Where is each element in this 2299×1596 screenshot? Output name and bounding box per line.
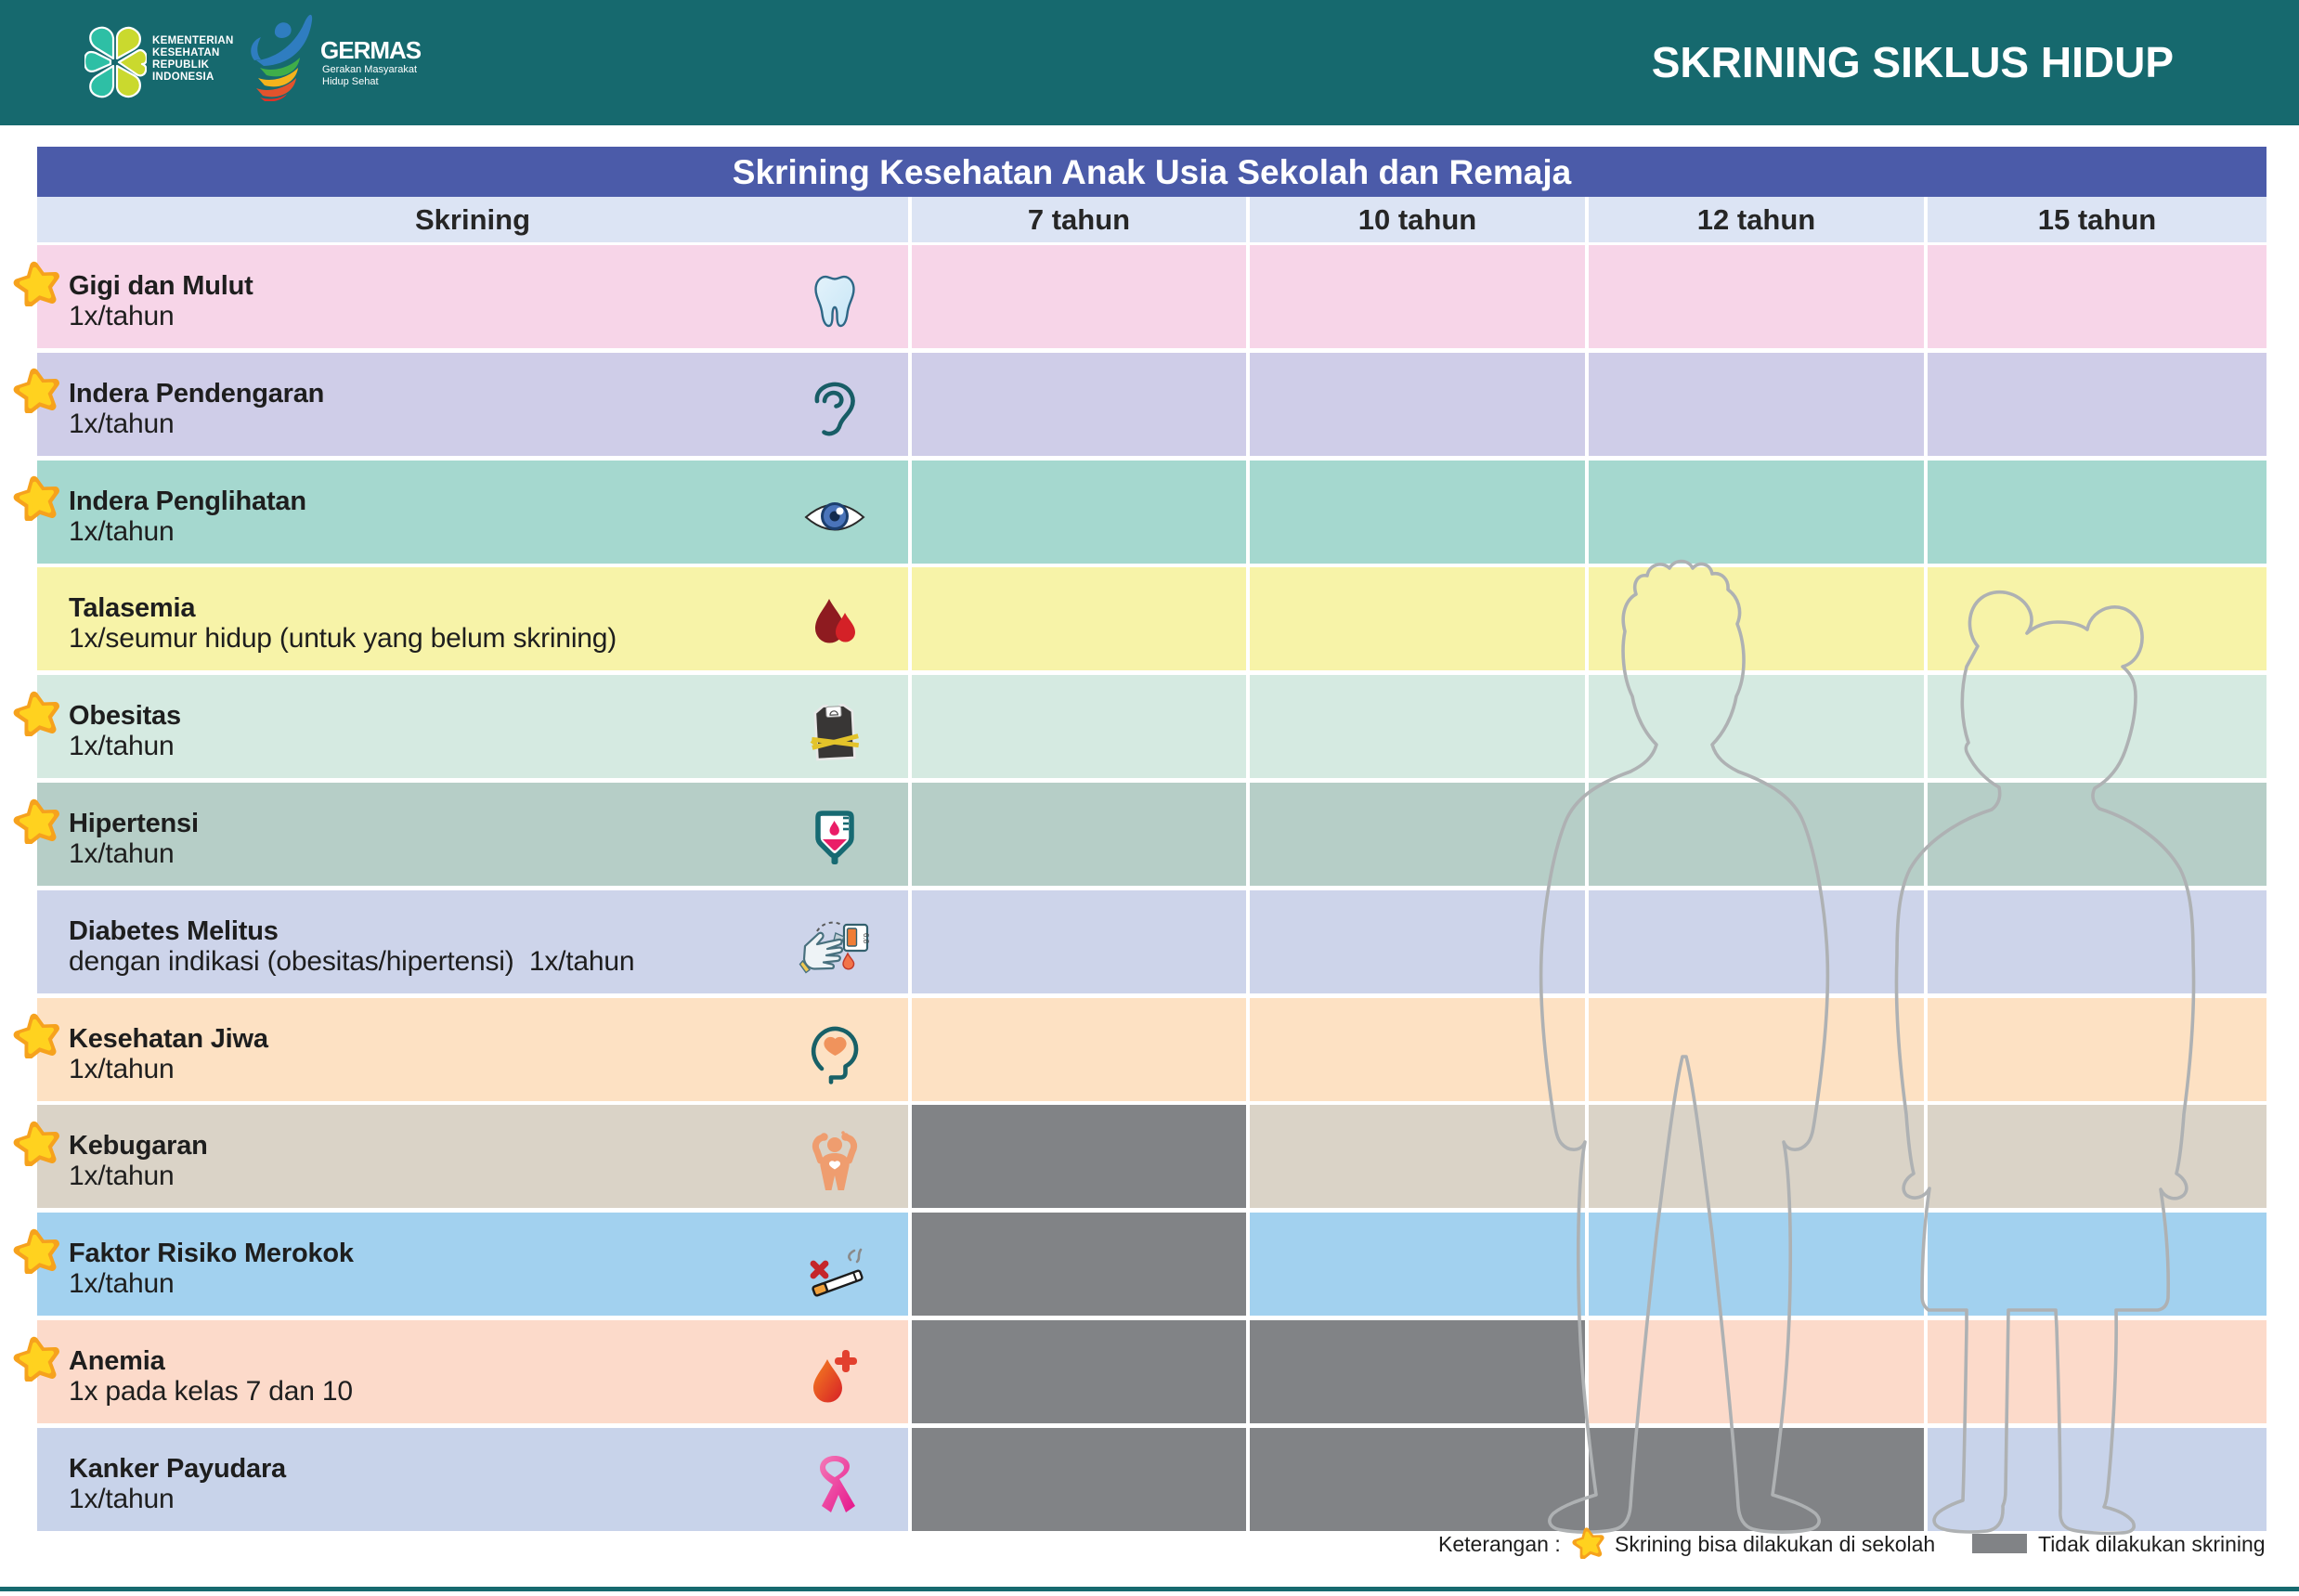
svg-text:6.8: 6.8 bbox=[862, 933, 870, 944]
